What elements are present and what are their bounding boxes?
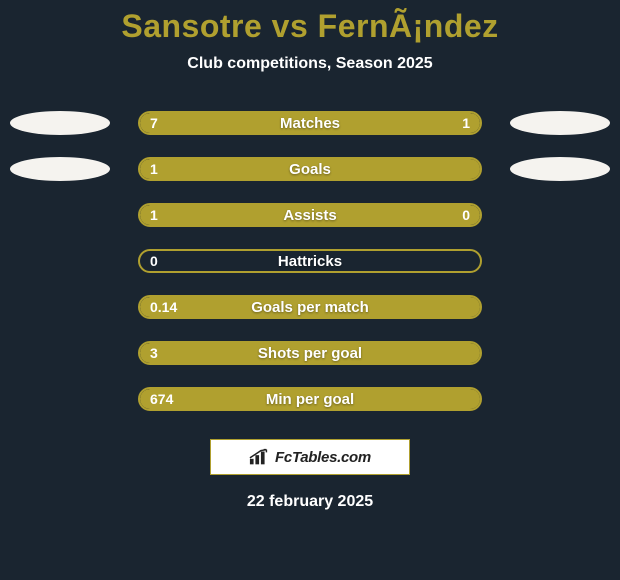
stat-label: Goals [140, 159, 480, 179]
stat-value-left: 7 [140, 113, 168, 133]
stat-row: Hattricks0 [0, 249, 620, 273]
stat-label: Min per goal [140, 389, 480, 409]
date-label: 22 february 2025 [0, 493, 620, 511]
stat-value-left: 674 [140, 389, 183, 409]
stat-bar: Min per goal674 [138, 387, 482, 411]
stat-row: Goals1 [0, 157, 620, 181]
player-left-avatar [10, 157, 110, 181]
stat-value-right: 1 [452, 113, 480, 133]
stat-label: Goals per match [140, 297, 480, 317]
chart-icon [249, 448, 271, 466]
stat-value-right: 0 [452, 205, 480, 225]
page-title: Sansotre vs FernÃ¡ndez [0, 8, 620, 45]
source-logo[interactable]: FcTables.com [210, 439, 410, 475]
stat-bar: Matches7 1 [138, 111, 482, 135]
stat-row: Shots per goal3 [0, 341, 620, 365]
stat-bar: Goals1 [138, 157, 482, 181]
stat-row: Min per goal674 [0, 387, 620, 411]
stat-label: Hattricks [140, 251, 480, 271]
stat-value-left: 0.14 [140, 297, 187, 317]
stat-row: Matches7 1 [0, 111, 620, 135]
stat-row: Goals per match0.14 [0, 295, 620, 319]
subtitle: Club competitions, Season 2025 [0, 55, 620, 73]
player-left-avatar [10, 111, 110, 135]
player-right-avatar [510, 111, 610, 135]
logo-text: FcTables.com [275, 449, 371, 466]
stat-bar: Hattricks0 [138, 249, 482, 273]
stat-bar: Goals per match0.14 [138, 295, 482, 319]
stat-label: Matches [140, 113, 480, 133]
stat-row: Assists1 0 [0, 203, 620, 227]
stat-rows: Matches71Goals1Assists10Hattricks0Goals … [0, 111, 620, 411]
stat-bar: Assists1 0 [138, 203, 482, 227]
stat-label: Shots per goal [140, 343, 480, 363]
stat-bar: Shots per goal3 [138, 341, 482, 365]
stat-value-left: 1 [140, 159, 168, 179]
stats-comparison-card: Sansotre vs FernÃ¡ndez Club competitions… [0, 0, 620, 580]
stat-label: Assists [140, 205, 480, 225]
stat-value-left: 0 [140, 251, 168, 271]
stat-value-left: 1 [140, 205, 168, 225]
stat-value-left: 3 [140, 343, 168, 363]
player-right-avatar [510, 157, 610, 181]
